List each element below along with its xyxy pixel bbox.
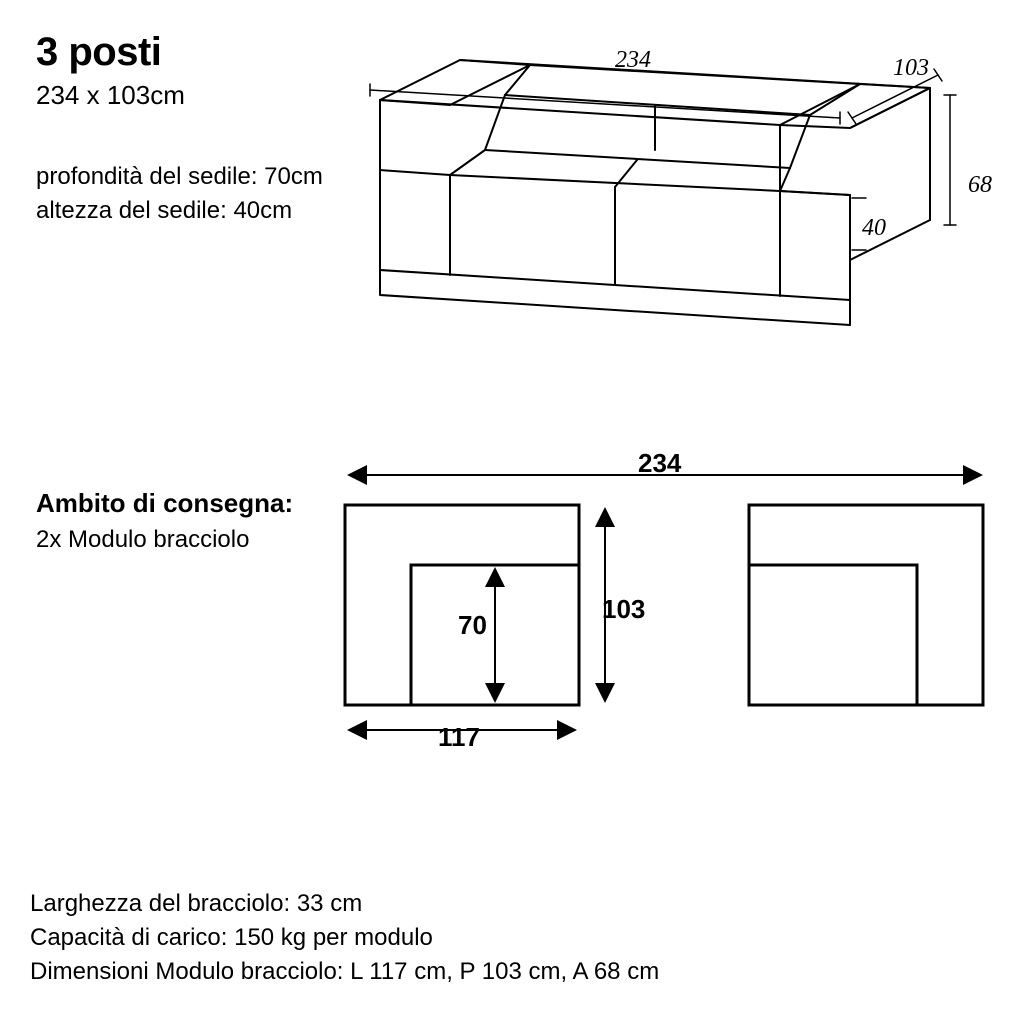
footer-load-capacity: Capacità di carico: 150 kg per modulo — [30, 924, 433, 952]
plan-total-width-label: 234 — [638, 448, 681, 479]
iso-depth-label: 103 — [893, 55, 929, 82]
scope-title: Ambito di consegna: — [36, 488, 293, 519]
plan-module-width-label: 117 — [438, 722, 480, 753]
iso-width-label: 234 — [615, 47, 651, 74]
sofa-isometric-diagram — [350, 40, 1000, 360]
iso-height-label: 68 — [968, 172, 992, 199]
dimensions-subtitle: 234 x 103cm — [36, 80, 185, 111]
footer-armrest-width: Larghezza del bracciolo: 33 cm — [30, 890, 362, 918]
sofa-plan-diagram — [305, 445, 1005, 755]
plan-depth-label: 103 — [602, 594, 645, 625]
plan-seat-depth-label: 70 — [458, 610, 487, 641]
iso-seat-height-label: 40 — [862, 215, 886, 242]
page: 3 posti 234 x 103cm profondità del sedil… — [0, 0, 1024, 1024]
page-title: 3 posti — [36, 30, 161, 75]
seat-depth-text: profondità del sedile: 70cm — [36, 163, 323, 191]
scope-items: 2x Modulo bracciolo — [36, 526, 249, 554]
footer-module-dims: Dimensioni Modulo bracciolo: L 117 cm, P… — [30, 958, 659, 986]
seat-height-text: altezza del sedile: 40cm — [36, 197, 292, 225]
